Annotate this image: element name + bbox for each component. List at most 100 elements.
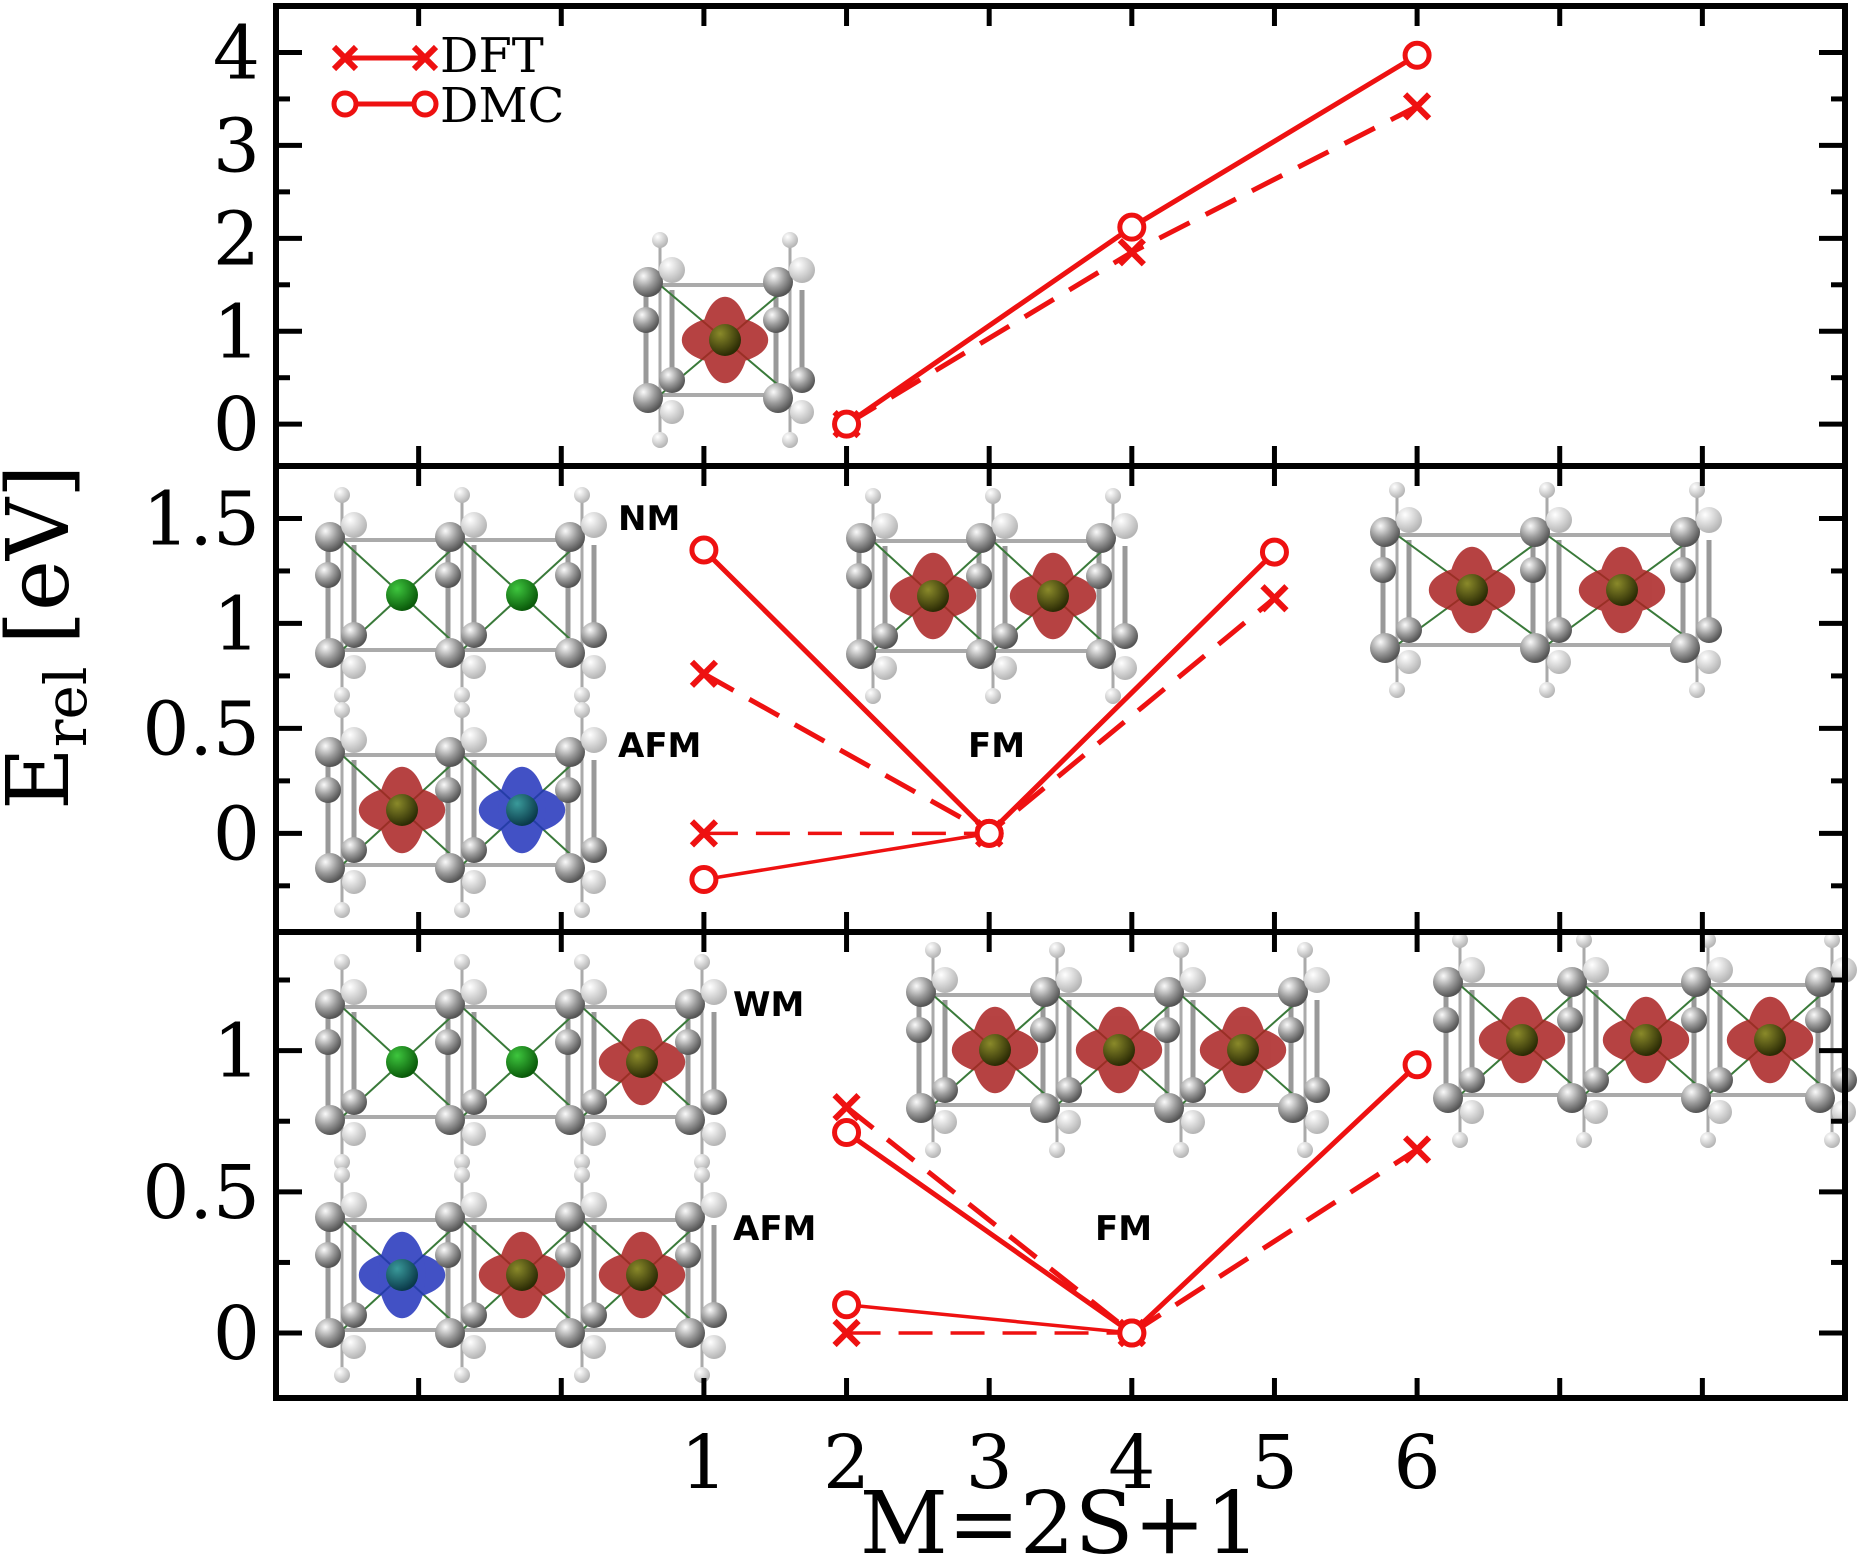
carbon-atom <box>906 1093 936 1123</box>
hydrogen-atom <box>1389 682 1405 698</box>
hydrogen-atom <box>454 702 470 718</box>
metal-atom-middle-nm-1 <box>506 579 538 611</box>
hydrogen-atom <box>702 1335 726 1359</box>
carbon-atom <box>633 307 659 333</box>
carbon-atom <box>906 1017 932 1043</box>
hydrogen-atom <box>341 979 367 1005</box>
carbon-atom <box>581 1089 607 1115</box>
carbon-atom <box>1370 557 1396 583</box>
carbon-atom <box>341 1302 367 1328</box>
metal-atom-bottom-fm-1 <box>1103 1034 1135 1066</box>
hydrogen-atom <box>581 1192 607 1218</box>
hydrogen-atom <box>873 656 897 680</box>
hydrogen-atom <box>993 656 1017 680</box>
carbon-atom <box>1278 977 1308 1007</box>
hydrogen-atom <box>1696 507 1722 533</box>
point-dmc-bottom-6-0 <box>1402 1050 1432 1080</box>
carbon-atom <box>315 989 345 1019</box>
carbon-atom <box>435 1242 461 1268</box>
carbon-atom <box>675 1202 705 1232</box>
hydrogen-atom <box>574 902 590 918</box>
hydrogen-atom <box>1297 1142 1313 1158</box>
hydrogen-atom <box>1057 1110 1081 1134</box>
x-tick-label-4: 4 <box>1108 1420 1155 1506</box>
carbon-atom <box>1805 1083 1835 1113</box>
point-dmc-top-2-0 <box>832 409 862 439</box>
carbon-atom <box>555 853 585 883</box>
carbon-atom <box>1370 633 1400 663</box>
carbon-atom <box>1086 639 1116 669</box>
x-axis: 1 2 3 4 5 6 M=2S+1 <box>680 1420 1440 1565</box>
carbon-atom <box>315 1029 341 1055</box>
carbon-atom <box>315 562 341 588</box>
carbon-atom <box>1670 517 1700 547</box>
hydrogen-atom <box>582 870 606 894</box>
plot-data <box>689 40 1432 1348</box>
panel-top-ytick-label-4: 4 <box>213 10 260 96</box>
point-dmc-bottom-2-0 <box>832 1118 862 1148</box>
carbon-atom <box>435 638 465 668</box>
carbon-atom <box>555 777 581 803</box>
panel-middle-ytick-label-1: 1 <box>213 581 260 667</box>
carbon-atom <box>1278 1093 1308 1123</box>
metal-atom-bottom-wm-2 <box>626 1046 658 1078</box>
carbon-atom <box>966 523 996 553</box>
carbon-atom <box>315 1242 341 1268</box>
carbon-atom <box>581 622 607 648</box>
carbon-atom <box>992 623 1018 649</box>
hydrogen-atom <box>462 1122 486 1146</box>
hydrogen-atom <box>933 1110 957 1134</box>
hydrogen-atom <box>1112 513 1138 539</box>
hydrogen-atom <box>454 487 470 503</box>
hydrogen-atom <box>1459 957 1485 983</box>
hydrogen-atom <box>582 1335 606 1359</box>
hydrogen-atom <box>341 1192 367 1218</box>
hydrogen-atom <box>1396 507 1422 533</box>
hydrogen-atom <box>334 1167 350 1183</box>
hydrogen-atom <box>462 870 486 894</box>
hydrogen-atom <box>1584 1100 1608 1124</box>
hydrogen-atom <box>342 655 366 679</box>
x-tick-label-1: 1 <box>680 1420 727 1506</box>
carbon-atom <box>1278 1017 1304 1043</box>
series-dft-bottom-line-0 <box>844 1105 1419 1337</box>
carbon-atom <box>675 1242 701 1268</box>
panel-top-ytick-label-2: 2 <box>213 196 260 282</box>
hydrogen-atom <box>782 432 798 448</box>
carbon-atom <box>435 737 465 767</box>
carbon-atom <box>315 1318 345 1348</box>
legend: DFT DMC <box>331 28 564 134</box>
hydrogen-atom <box>334 687 350 703</box>
carbon-atom <box>435 1105 465 1135</box>
hydrogen-atom <box>1389 482 1405 498</box>
hydrogen-atom <box>334 902 350 918</box>
carbon-atom <box>1681 1007 1707 1033</box>
point-dmc-middle-1-0 <box>689 535 719 565</box>
hydrogen-atom <box>659 257 685 283</box>
carbon-atom <box>555 1029 581 1055</box>
annotation-fm-middle: FM <box>968 726 1025 766</box>
carbon-atom <box>1433 1083 1463 1113</box>
carbon-atom <box>966 563 992 589</box>
carbon-atom <box>1670 557 1696 583</box>
hydrogen-atom <box>574 702 590 718</box>
legend-marks <box>331 44 439 118</box>
carbon-atom <box>1086 563 1112 589</box>
hydrogen-atom <box>574 687 590 703</box>
point-dft-top-6-0 <box>1402 92 1432 121</box>
carbon-atom <box>1030 1017 1056 1043</box>
hydrogen-atom <box>652 432 668 448</box>
x-tick-label-6: 6 <box>1394 1420 1441 1506</box>
annotation-afm-middle: AFM <box>618 726 701 766</box>
carbon-atom <box>315 522 345 552</box>
series-dft-top-line-0 <box>845 104 1419 427</box>
point-dmc-middle-3-1 <box>974 818 1004 848</box>
molecule-illustrations <box>315 232 1857 1383</box>
hydrogen-atom <box>865 688 881 704</box>
panel-bottom: 00.51 <box>142 929 1848 1401</box>
hydrogen-atom <box>461 512 487 538</box>
hydrogen-atom <box>454 1167 470 1183</box>
hydrogen-atom <box>992 513 1018 539</box>
hydrogen-atom <box>1049 942 1065 958</box>
